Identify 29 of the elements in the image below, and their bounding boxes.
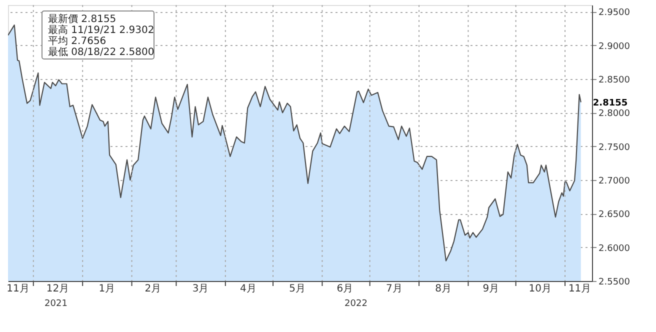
x-tick-label: 11月 bbox=[568, 284, 592, 294]
x-tick-label: 10月 bbox=[528, 284, 552, 294]
x-tick-label: 9月 bbox=[482, 284, 500, 294]
x-tick-label: 3月 bbox=[192, 284, 209, 294]
text: 2021 bbox=[44, 299, 68, 309]
x-tick-label: 1月 bbox=[98, 284, 116, 294]
x-tick-label: 6月 bbox=[336, 284, 354, 294]
y-tick-label: 2.6000 bbox=[598, 244, 630, 254]
annotation: 最高 11/19/21 2.9302 bbox=[48, 24, 154, 36]
annotation: 2.8155 bbox=[592, 98, 628, 108]
x-tick-label: 2月 bbox=[144, 284, 162, 294]
y-tick-label: 2.7500 bbox=[598, 142, 630, 153]
y-tick-label: 2.7000 bbox=[598, 176, 630, 187]
x-tick-label: 8月 bbox=[435, 284, 452, 294]
y-tick-label: 2.8500 bbox=[598, 76, 630, 86]
x-tick-label: 7月 bbox=[386, 284, 402, 294]
y-tick-label: 2.6500 bbox=[598, 210, 630, 220]
annotation: 最低 08/18/22 2.5800 bbox=[48, 47, 154, 58]
y-tick-label: 2.5500 bbox=[598, 278, 630, 288]
text: 2022 bbox=[344, 299, 368, 309]
x-tick-label: 4月 bbox=[240, 284, 256, 294]
x-tick-label: 11月 bbox=[6, 284, 30, 294]
annotation: 最新價 2.8155 bbox=[48, 13, 116, 25]
annotation: 平均 2.7656 bbox=[48, 35, 106, 47]
y-tick-label: 2.9500 bbox=[598, 8, 630, 18]
x-tick-label: 12月 bbox=[46, 284, 70, 294]
y-tick-label: 2.8000 bbox=[598, 109, 630, 120]
x-tick-label: 5月 bbox=[289, 284, 306, 294]
y-tick-label: 2.9000 bbox=[598, 42, 630, 52]
